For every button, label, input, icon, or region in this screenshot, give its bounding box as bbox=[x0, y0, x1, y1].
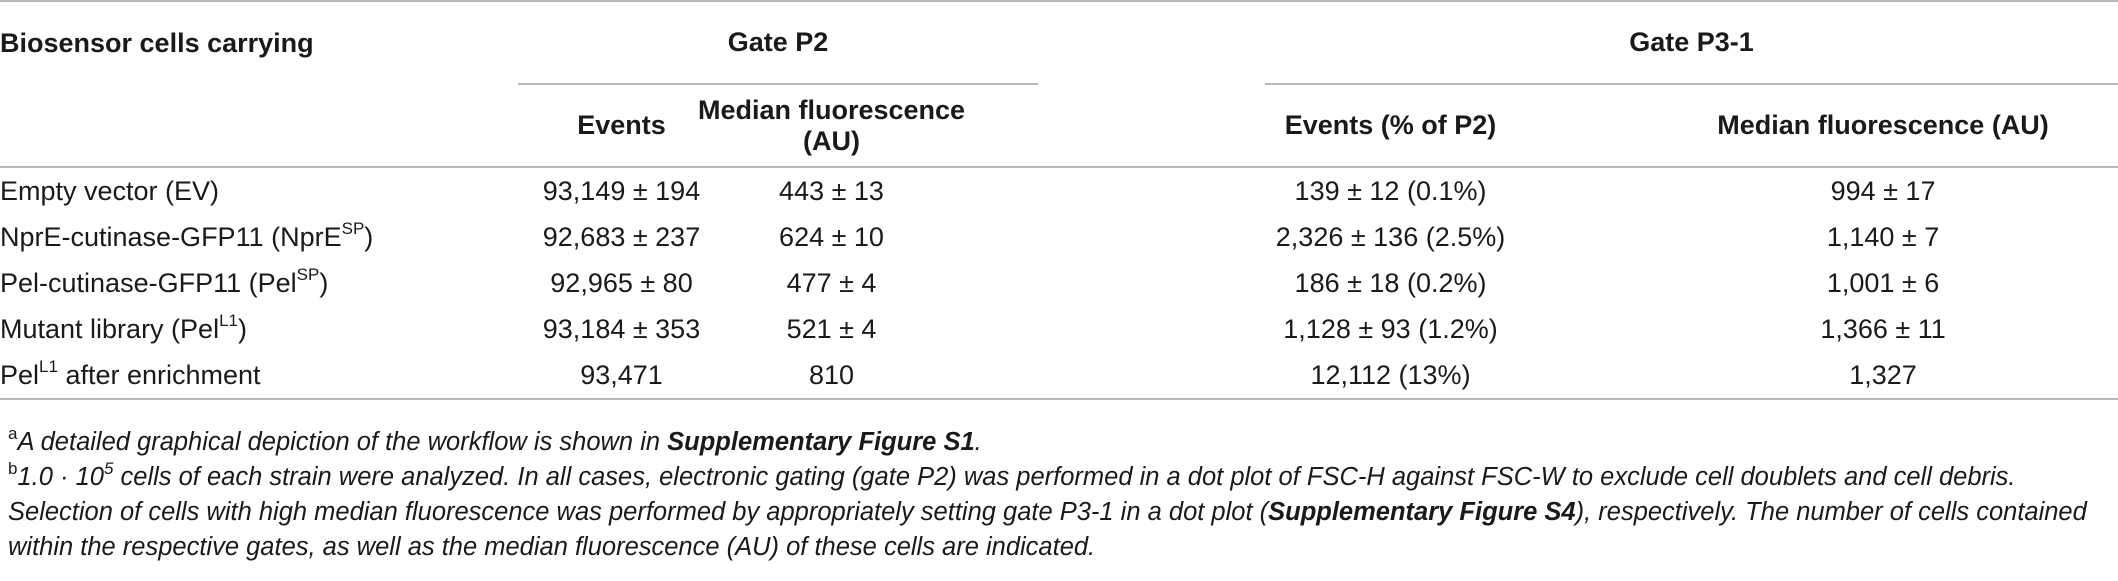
table-row: Pel-cutinase-GFP11 (PelSP) 92,965 ± 80 4… bbox=[0, 260, 2118, 306]
cell-p3-events: 1,128 ± 93 (1.2%) bbox=[1283, 313, 1498, 344]
data-table-container: Biosensor cells carrying Gate P2 Gate P3… bbox=[0, 0, 2118, 400]
row-label: Pel-cutinase-GFP11 (PelSP) bbox=[0, 264, 329, 298]
footnote-b-marker: b bbox=[8, 458, 18, 478]
cell-p2-median: 810 bbox=[745, 352, 1039, 400]
footnote-b-exponent: 5 bbox=[103, 458, 114, 478]
p2-median-label: Median fluorescence (AU) bbox=[697, 94, 966, 156]
cell-p2-median: 477 ± 4 bbox=[786, 267, 877, 298]
header-gap-cell bbox=[1038, 84, 1266, 168]
header-row-groups: Biosensor cells carrying Gate P2 Gate P3… bbox=[0, 0, 2118, 84]
row-label: Empty vector (EV) bbox=[0, 175, 220, 206]
header-empty-cell bbox=[0, 84, 518, 168]
footnote-b-text-start: 1.0 · 10 bbox=[17, 463, 104, 491]
cell-p2-events: 93,471 bbox=[508, 352, 735, 400]
cell-p2-median: 521 ± 4 bbox=[786, 313, 877, 344]
table-row: PelL1 after enrichment 93,471 810 12,112… bbox=[0, 352, 2118, 400]
cell-p2-events: 92,683 ± 237 bbox=[542, 221, 701, 252]
cell-p2-events: 92,965 ± 80 bbox=[550, 267, 693, 298]
cell-p3-events: 12,112 (13%) bbox=[1259, 352, 1523, 400]
supplementary-figure-s4-ref: Supplementary Figure S4 bbox=[1268, 498, 1576, 526]
cell-p3-median: 1,001 ± 6 bbox=[1826, 267, 1940, 298]
group-header-gate-p3: Gate P3-1 bbox=[1265, 0, 2118, 84]
footnote-a-end: . bbox=[974, 428, 982, 456]
footnote-a-text: A detailed graphical depiction of the wo… bbox=[17, 428, 668, 456]
header-spacer bbox=[1038, 0, 1266, 84]
cell-p3-median: 1,366 ± 11 bbox=[1820, 313, 1946, 344]
row-label-superscript: L1 bbox=[39, 356, 58, 376]
column-header-biosensor: Biosensor cells carrying bbox=[0, 0, 518, 84]
cell-p2-events: 93,149 ± 194 bbox=[542, 175, 701, 206]
cell-p2-events: 93,184 ± 353 bbox=[542, 313, 701, 344]
footnote-b: b1.0 · 105 cells of each strain were ana… bbox=[8, 460, 2108, 565]
column-header-p3-events: Events (% of P2) bbox=[1265, 83, 1529, 168]
row-label-superscript: L1 bbox=[219, 310, 238, 330]
gate-p3-label: Gate P3-1 bbox=[1629, 27, 1754, 57]
p3-median-label: Median fluorescence (AU) bbox=[1717, 110, 2049, 140]
cell-p3-events: 186 ± 18 (0.2%) bbox=[1294, 267, 1487, 298]
cell-p3-median: 994 ± 17 bbox=[1830, 175, 1936, 206]
row-label: NprE-cutinase-GFP11 (NprESP) bbox=[0, 218, 374, 252]
results-table: Biosensor cells carrying Gate P2 Gate P3… bbox=[0, 0, 2118, 400]
row-label-superscript: SP bbox=[296, 264, 320, 284]
footnote-b-text-main: cells of each strain were analyzed. In a… bbox=[8, 463, 2016, 526]
table-row: Empty vector (EV) 93,149 ± 194 443 ± 13 … bbox=[0, 167, 2118, 214]
table-body: Empty vector (EV) 93,149 ± 194 443 ± 13 … bbox=[0, 167, 2118, 400]
cell-p2-median: 624 ± 10 bbox=[779, 221, 884, 252]
cell-p3-median: 1,140 ± 7 bbox=[1826, 221, 1940, 252]
footnote-a: aA detailed graphical depiction of the w… bbox=[8, 425, 2108, 460]
row-label: PelL1 after enrichment bbox=[0, 352, 518, 400]
header-row-subcolumns: Events Median fluorescence (AU) Events (… bbox=[0, 83, 2118, 168]
column-header-p2-median: Median fluorescence (AU) bbox=[698, 83, 1039, 168]
p2-events-label: Events bbox=[577, 110, 666, 140]
row-label: Mutant library (PelL1) bbox=[0, 310, 247, 344]
table-footnotes: aA detailed graphical depiction of the w… bbox=[8, 425, 2108, 565]
cell-p3-median: 1,327 bbox=[1528, 352, 2118, 400]
cell-p3-events: 2,326 ± 136 (2.5%) bbox=[1275, 221, 1506, 252]
supplementary-figure-s1-ref: Supplementary Figure S1 bbox=[667, 428, 975, 456]
column-header-p3-median: Median fluorescence (AU) bbox=[1528, 83, 2118, 168]
footnote-b-text-end: ), respectively. The number of cells con… bbox=[8, 498, 2087, 561]
group-header-gate-p2: Gate P2 bbox=[518, 0, 1039, 84]
cell-p3-events: 139 ± 12 (0.1%) bbox=[1294, 175, 1487, 206]
cell-p2-median: 443 ± 13 bbox=[779, 175, 884, 206]
row-label-superscript: SP bbox=[341, 218, 365, 238]
gate-p2-label: Gate P2 bbox=[727, 27, 829, 57]
table-row: NprE-cutinase-GFP11 (NprESP) 92,683 ± 23… bbox=[0, 214, 2118, 260]
p3-events-label: Events (% of P2) bbox=[1284, 110, 1497, 140]
footnote-a-marker: a bbox=[8, 423, 18, 443]
column-header-p2-events: Events bbox=[508, 83, 735, 168]
table-row: Mutant library (PelL1) 93,184 ± 353 521 … bbox=[0, 306, 2118, 352]
